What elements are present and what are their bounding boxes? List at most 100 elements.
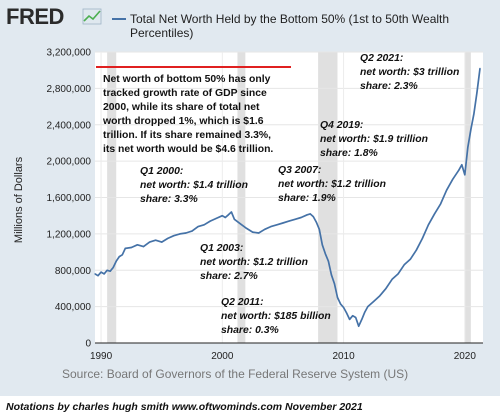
series-point <box>142 246 145 248</box>
y-tick-label: 3,200,000 <box>47 48 92 59</box>
series-point <box>230 211 232 213</box>
series-point <box>440 203 442 205</box>
series-point <box>452 178 454 180</box>
series-point <box>355 316 357 319</box>
series-point <box>318 228 320 230</box>
series-point <box>270 226 272 228</box>
y-tick-label: 1,600,000 <box>47 193 92 204</box>
annotation-q3-2007-share: share: 1.9% <box>278 193 336 204</box>
chart-title-line2: Percentiles) <box>130 26 193 40</box>
annotation-q2-2021-heading: Q2 2021: <box>360 53 403 64</box>
series-point <box>309 213 311 215</box>
grid-lines <box>95 51 483 343</box>
annotation-main-line: 2000, while its share of total net <box>103 102 260 113</box>
series-point <box>97 275 99 277</box>
x-tick-label: 2000 <box>211 351 234 362</box>
annotation-main-line: its net worth would be $4.6 trillion. <box>103 144 273 155</box>
annotation-main-line: tracked growth rate of GDP since <box>103 88 267 99</box>
series-point <box>312 216 314 218</box>
annotation-q3-2007-heading: Q3 2007: <box>278 165 321 176</box>
x-tick-label: 2010 <box>332 351 355 362</box>
series-point <box>136 244 138 246</box>
y-tick-label: 1,200,000 <box>47 229 92 240</box>
y-tick-labels: 0 400,000 800,000 1,200,000 1,600,000 2,000,0… <box>47 48 92 350</box>
series-point <box>470 128 472 130</box>
series-point <box>124 247 126 249</box>
series-point <box>373 300 375 302</box>
annotation-main-line: worth dropped 1%, which is $1.6 <box>102 116 264 127</box>
annotation-main-line: trillion. If its share remained 3.3%, <box>103 130 271 141</box>
annotation-q4-2019-share: share: 1.8% <box>320 148 378 159</box>
series-point <box>294 218 296 220</box>
series-point <box>391 278 393 280</box>
y-tick-label: 800,000 <box>55 266 92 277</box>
series-point <box>336 296 339 299</box>
annotation-q4-2019: Q4 2019: net worth: $1.9 trillion share:… <box>320 120 428 159</box>
series-point <box>349 318 351 320</box>
series-point <box>115 260 117 262</box>
annotation-q1-2000: Q1 2000: net worth: $1.4 trillion share:… <box>140 166 248 205</box>
annotation-q2-2011-heading: Q2 2011: <box>221 297 264 308</box>
series-point <box>118 256 120 258</box>
x-tick-labels: 1990 2000 2010 2020 <box>90 351 476 362</box>
series-point <box>130 246 132 249</box>
series-point <box>415 249 417 251</box>
y-tick-label: 0 <box>85 339 91 350</box>
series-point <box>446 189 448 191</box>
y-tick-label: 2,400,000 <box>47 120 92 131</box>
annotation-q2-2011: Q2 2011: net worth: $185 billion share: … <box>221 297 331 336</box>
annotation-q1-2000-heading: Q1 2000: <box>140 166 183 177</box>
series-point <box>461 164 463 166</box>
series-point <box>306 214 308 216</box>
series-point <box>333 283 336 285</box>
series-point <box>103 273 105 275</box>
series-points <box>94 67 481 327</box>
series-point <box>161 241 163 243</box>
series-point <box>94 273 96 275</box>
y-tick-label: 400,000 <box>55 302 92 313</box>
annotation-q4-2019-heading: Q4 2019: <box>320 120 363 131</box>
annotation-q1-2003-heading: Q1 2003: <box>200 243 243 254</box>
annotation-q1-2003: Q1 2003: net worth: $1.2 trillion share:… <box>200 243 308 282</box>
annotation-q1-2000-share: share: 3.3% <box>140 194 198 205</box>
annotation-q1-2003-networth: net worth: $1.2 trillion <box>200 257 308 268</box>
fred-logo: FRED <box>6 4 64 29</box>
series-point <box>479 67 481 69</box>
series-point <box>433 213 436 215</box>
chart-title-line1: Total Net Worth Held by the Bottom 50% (… <box>130 12 449 26</box>
series-point <box>246 227 248 229</box>
series-point <box>364 311 366 313</box>
series-point <box>282 222 284 224</box>
series-point <box>346 312 348 314</box>
series-point <box>427 224 429 226</box>
x-tick-label: 1990 <box>90 351 113 362</box>
series-point <box>203 224 205 226</box>
series-point <box>464 174 466 176</box>
series-point <box>100 271 102 273</box>
series-point <box>167 237 169 239</box>
x-tick-label: 2020 <box>454 351 477 362</box>
series-point <box>224 216 226 219</box>
series-point <box>458 169 460 171</box>
series-point <box>276 224 278 226</box>
series-point <box>264 228 266 230</box>
series-point <box>215 217 217 219</box>
y-axis-label: Millions of Dollars <box>13 156 25 243</box>
series-point <box>367 306 369 308</box>
series-point <box>191 230 193 232</box>
series-point <box>473 113 475 115</box>
series-point <box>330 274 332 276</box>
trend-line-icon <box>82 8 102 25</box>
series-point <box>112 266 114 269</box>
source-note: Source: Board of Governors of the Federa… <box>62 367 408 381</box>
series-point <box>324 253 326 255</box>
annotation-q3-2007: Q3 2007: net worth: $1.2 trillion share:… <box>278 165 386 204</box>
series-point <box>321 244 323 246</box>
annotation-q2-2011-networth: net worth: $185 billion <box>221 311 331 322</box>
series-point <box>121 254 123 256</box>
series-point <box>315 221 317 223</box>
series-point <box>233 218 235 220</box>
series-point <box>239 223 242 225</box>
